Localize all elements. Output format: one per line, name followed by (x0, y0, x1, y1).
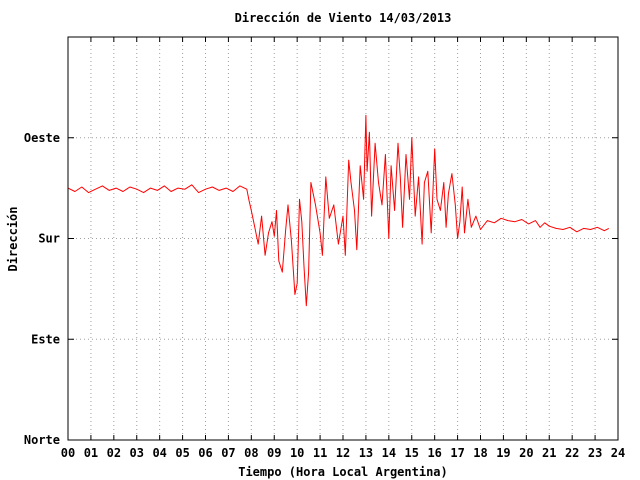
x-tick-label: 16 (427, 446, 441, 460)
y-tick-label: Este (31, 332, 60, 346)
x-tick-label: 17 (450, 446, 464, 460)
x-tick-label: 09 (267, 446, 281, 460)
x-tick-label: 11 (313, 446, 327, 460)
x-tick-label: 22 (565, 446, 579, 460)
x-tick-label: 02 (107, 446, 121, 460)
chart-title: Dirección de Viento 14/03/2013 (235, 11, 452, 25)
x-tick-label: 06 (198, 446, 212, 460)
y-tick-label: Sur (38, 232, 60, 246)
x-tick-label: 21 (542, 446, 556, 460)
x-tick-label: 13 (359, 446, 373, 460)
x-tick-label: 00 (61, 446, 75, 460)
y-axis-label: Dirección (6, 206, 20, 271)
x-tick-label: 18 (473, 446, 487, 460)
x-axis-label: Tiempo (Hora Local Argentina) (238, 465, 448, 479)
x-tick-label: 14 (382, 446, 396, 460)
series-layer (67, 114, 610, 307)
x-tick-labels: 00 01 02 03 04 05 06 07 08 09 10 11 12 13 14 15 16 17 18 19… (61, 446, 625, 460)
x-tick-label: 23 (588, 446, 602, 460)
axis-ticks (67, 37, 619, 441)
x-tick-label: 24 (611, 446, 625, 460)
wind-direction-series-line (67, 114, 610, 307)
x-tick-label: 01 (84, 446, 98, 460)
x-tick-label: 15 (405, 446, 419, 460)
x-tick-label: 03 (130, 446, 144, 460)
x-tick-label: 04 (152, 446, 166, 460)
x-tick-label: 12 (336, 446, 350, 460)
y-tick-label: Oeste (24, 131, 60, 145)
x-tick-label: 07 (221, 446, 235, 460)
x-tick-label: 08 (244, 446, 258, 460)
x-tick-label: 20 (519, 446, 533, 460)
x-tick-label: 05 (175, 446, 189, 460)
y-tick-labels: Norte Este Sur Oeste (24, 131, 60, 447)
grid-lines (68, 37, 618, 440)
y-tick-label: Norte (24, 433, 60, 447)
x-tick-label: 10 (290, 446, 304, 460)
x-tick-label: 19 (496, 446, 510, 460)
